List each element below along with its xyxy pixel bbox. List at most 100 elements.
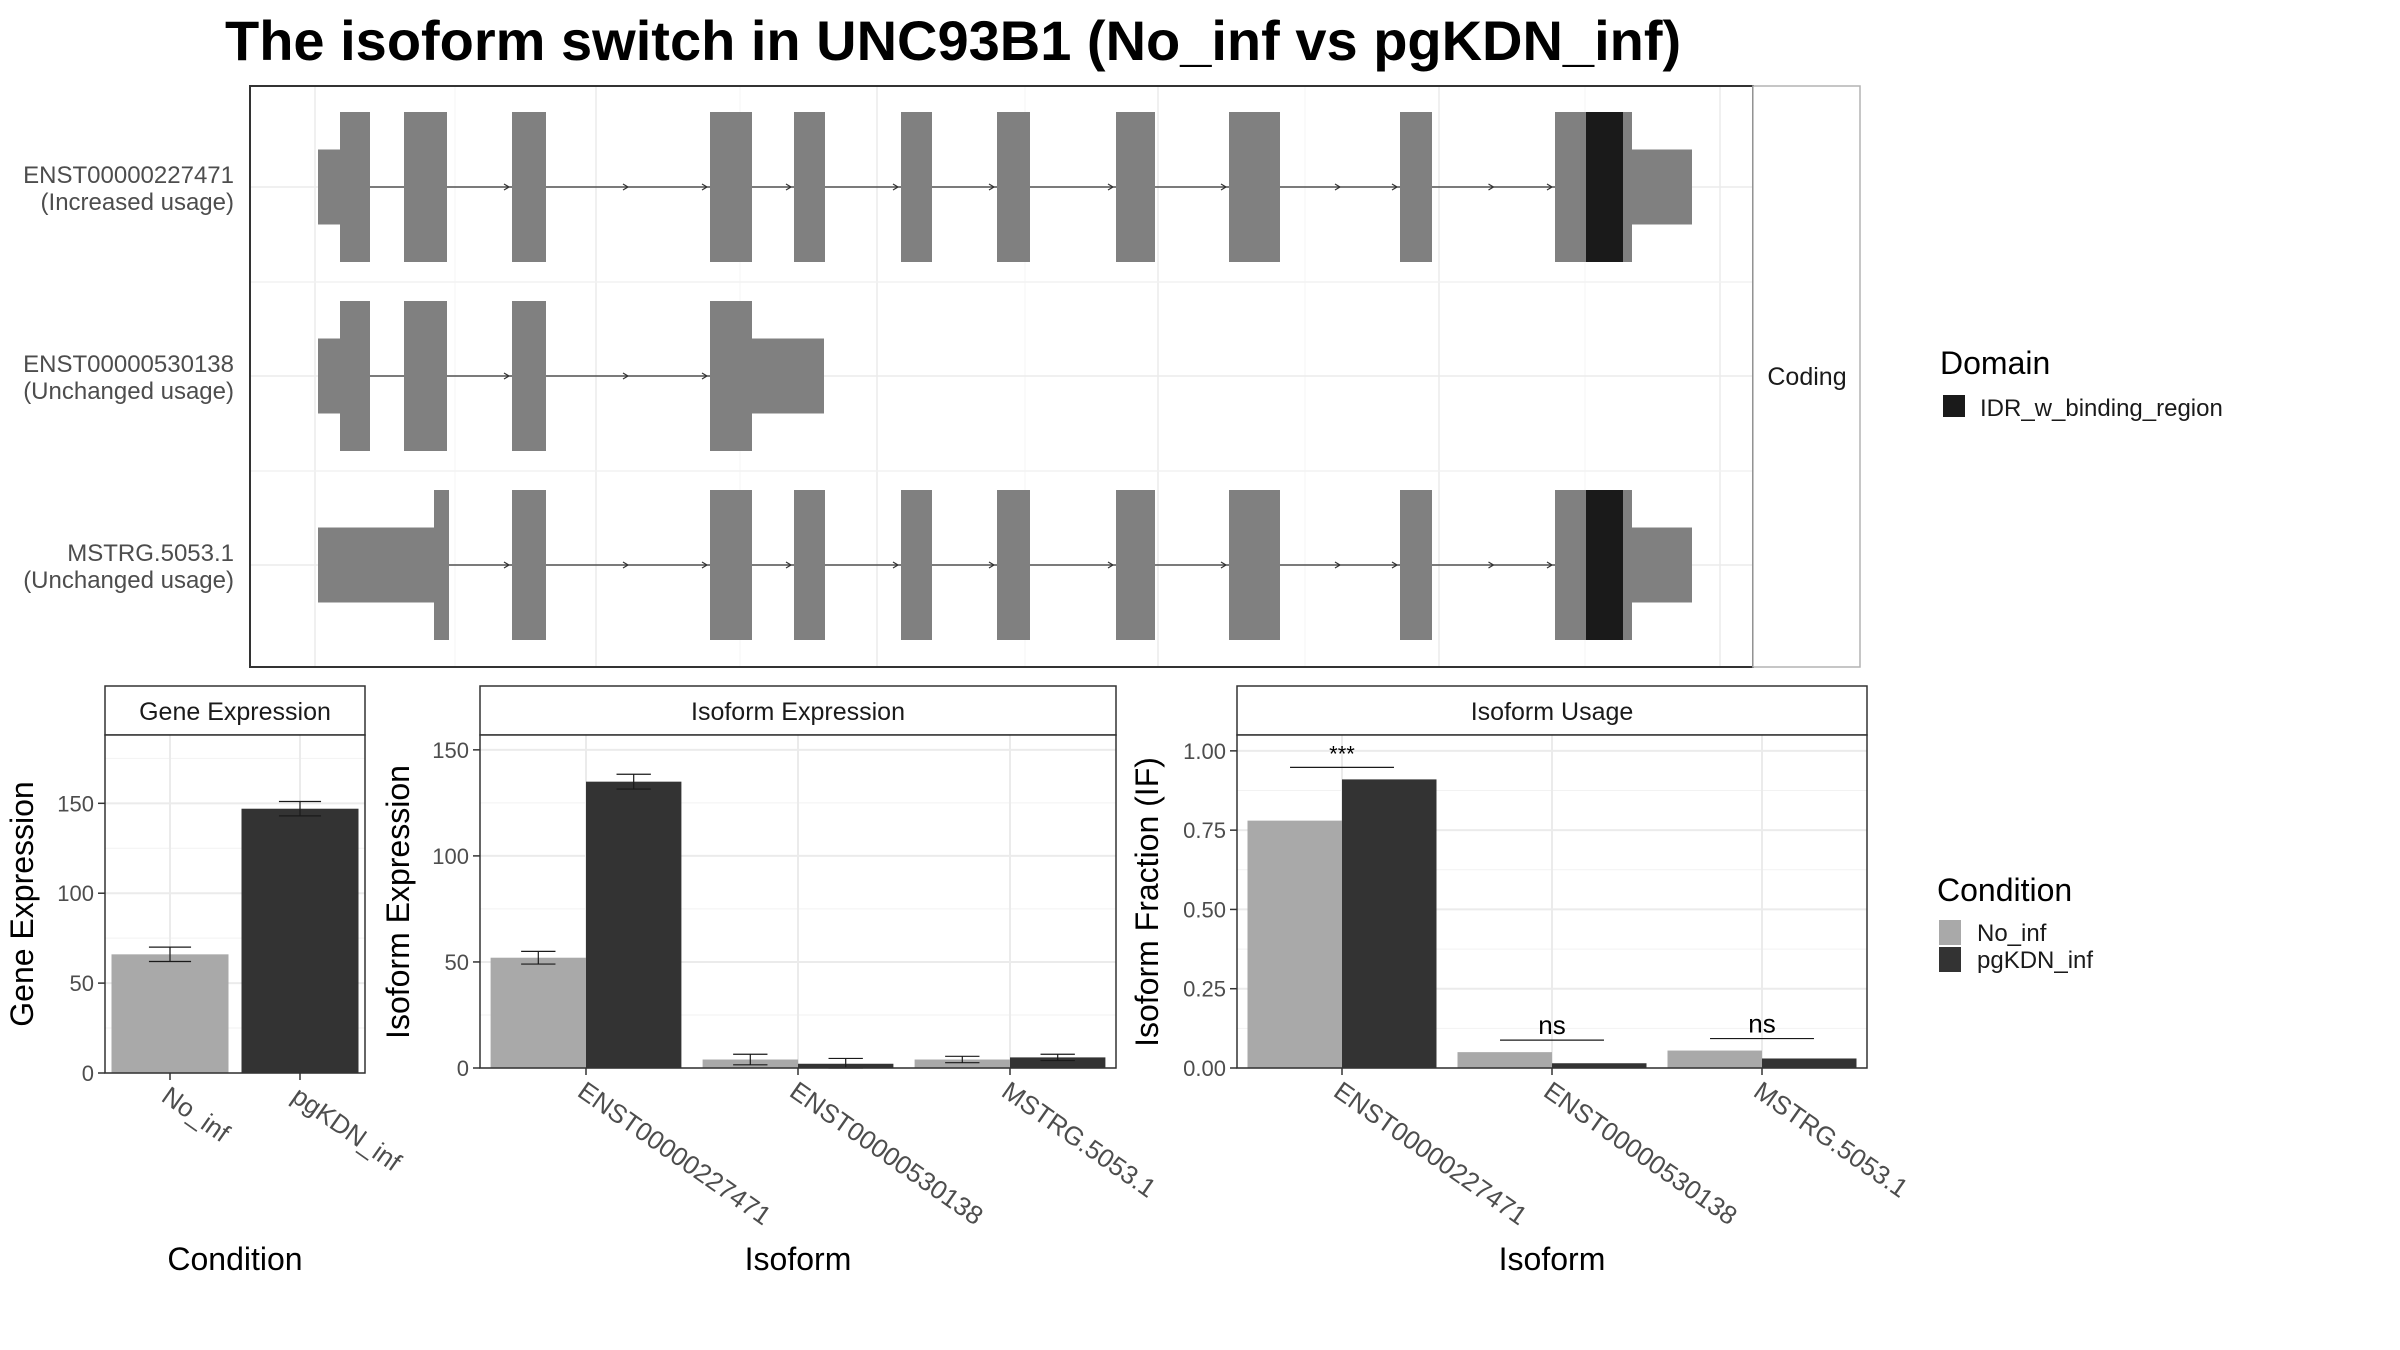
isoform-expression-strip xyxy=(479,685,1117,736)
isoform-usage-significance-label-enst00000530138: ns xyxy=(1538,1010,1565,1040)
intron-arrow xyxy=(1107,183,1115,191)
isoform-usage-bar-enst00000227471-pgkdn-inf xyxy=(1342,779,1437,1068)
isoform-usage-bar-enst00000530138-no-inf xyxy=(1457,1052,1552,1068)
gene-expression-y-tick-label: 100 xyxy=(57,881,94,906)
gene-expression-x-tick-label-pgkdn-inf: pgKDN_inf xyxy=(287,1080,408,1177)
isoform-expression-bar-mstrg-5053-1-pgkdn-inf xyxy=(1010,1057,1106,1068)
condition-legend-label-no-inf: No_inf xyxy=(1977,920,2047,947)
isoform-usage-bar-enst00000227471-no-inf xyxy=(1247,820,1342,1068)
isoform-usage-significance-label-enst00000227471: *** xyxy=(1329,741,1355,766)
idr-binding-region-domain xyxy=(1586,112,1623,262)
transcript-label-1-id: ENST00000227471 xyxy=(23,162,234,189)
gene-expression-bar-pgkdn-inf xyxy=(241,808,359,1073)
isoform-expression-error-bar-enst00000530138-no-inf xyxy=(733,1053,768,1066)
isoform-usage-bar-enst00000530138-pgkdn-inf xyxy=(1552,1063,1647,1068)
domain-legend-swatch xyxy=(1943,395,1965,417)
gene-expression-y-axis-title: Gene Expression xyxy=(4,781,40,1026)
coding-exon xyxy=(1229,490,1280,640)
isoform-expression-y-tick-label: 0 xyxy=(457,1056,469,1081)
coding-exon xyxy=(1555,112,1586,262)
utr-exon xyxy=(1632,149,1692,225)
isoform-usage-bar-mstrg-5053-1-pgkdn-inf xyxy=(1762,1058,1857,1068)
isoform-expression-bar-enst00000227471-pgkdn-inf xyxy=(586,781,682,1068)
coding-exon xyxy=(434,490,449,640)
intron-arrow xyxy=(1107,561,1115,569)
intron-arrow xyxy=(1334,183,1342,191)
coding-exon xyxy=(794,112,825,262)
condition-legend-label-pgkdn-inf: pgKDN_inf xyxy=(1977,947,2093,974)
isoform-expression-bar-mstrg-5053-1-no-inf xyxy=(914,1059,1010,1068)
isoform-expression-x-tick-label-enst00000227471: ENST00000227471 xyxy=(573,1075,777,1231)
intron-arrow xyxy=(1546,183,1554,191)
transcript-label-3-usage: (Unchanged usage) xyxy=(23,567,234,594)
isoform-usage-x-tick-label-mstrg-5053-1: MSTRG.5053.1 xyxy=(1749,1075,1914,1203)
coding-exon xyxy=(512,112,546,262)
transcript-label-3-id: MSTRG.5053.1 xyxy=(67,540,234,567)
isoform-expression-x-axis-title: Isoform xyxy=(745,1241,852,1277)
isoform-expression-y-tick-label: 150 xyxy=(432,738,469,763)
isoform-usage-bar-mstrg-5053-1-no-inf xyxy=(1667,1050,1762,1068)
isoform-expression-bar-enst00000227471-no-inf xyxy=(490,957,586,1068)
intron-arrow xyxy=(988,183,996,191)
isoform-expression-x-tick-label-mstrg-5053-1: MSTRG.5053.1 xyxy=(997,1075,1162,1203)
coding-exon xyxy=(1229,112,1280,262)
condition-legend-swatch-pgkdn-inf xyxy=(1939,947,1961,972)
coding-exon xyxy=(997,490,1030,640)
transcript-label-2-usage: (Unchanged usage) xyxy=(23,378,234,405)
intron-arrow xyxy=(785,183,793,191)
isoform-usage-x-tick-label-enst00000530138: ENST00000530138 xyxy=(1539,1075,1743,1231)
isoform-usage-x-axis-title: Isoform xyxy=(1499,1241,1606,1277)
isoform-expression-strip-label: Isoform Expression xyxy=(691,698,905,726)
isoform-expression-error-bar-mstrg-5053-1-pgkdn-inf xyxy=(1040,1053,1075,1062)
isoform-expression-y-tick-label: 100 xyxy=(432,844,469,869)
intron-arrow xyxy=(988,561,996,569)
intron-arrow xyxy=(1334,561,1342,569)
transcript-model-3 xyxy=(318,490,1692,640)
intron-arrow xyxy=(1391,561,1399,569)
utr-exon xyxy=(1632,527,1692,603)
isoform-usage-strip xyxy=(1236,685,1868,736)
coding-exon xyxy=(901,490,932,640)
isoform-expression-error-bar-enst00000227471-no-inf xyxy=(521,950,556,965)
isoform-usage-y-tick-label: 0.75 xyxy=(1183,818,1226,843)
gene-expression-x-axis-title: Condition xyxy=(167,1241,302,1277)
utr-exon xyxy=(752,338,824,414)
isoform-usage-y-tick-label: 0.25 xyxy=(1183,977,1226,1002)
coding-exon xyxy=(710,112,752,262)
isoform-expression-bars xyxy=(490,773,1106,1069)
coding-exon xyxy=(1116,112,1155,262)
gene-expression-y-tick-label: 50 xyxy=(70,971,94,996)
isoform-usage-y-tick-label: 0.50 xyxy=(1183,897,1226,922)
transcript-structure-panel: Coding ENST00000227471 (Increased usage)… xyxy=(23,85,1861,668)
coding-exon xyxy=(1623,112,1632,262)
intron-arrow xyxy=(503,183,511,191)
intron-arrow xyxy=(701,183,709,191)
coding-exon xyxy=(404,301,447,451)
condition-legend-swatch-no-inf xyxy=(1939,920,1961,945)
coding-exon xyxy=(1116,490,1155,640)
utr-exon xyxy=(318,527,434,603)
coding-strip-label: Coding xyxy=(1767,363,1846,391)
intron-arrow xyxy=(622,372,630,380)
intron-arrow xyxy=(1220,561,1228,569)
intron-arrow xyxy=(892,183,900,191)
gene-expression-panel-border xyxy=(104,734,366,1074)
coding-exon xyxy=(901,112,932,262)
isoform-usage-bars xyxy=(1247,779,1857,1068)
intron-arrow xyxy=(622,561,630,569)
transcript-label-1-usage: (Increased usage) xyxy=(41,189,234,216)
gene-expression-x-tick-label-no-inf: No_inf xyxy=(157,1080,236,1148)
coding-exon xyxy=(1555,490,1586,640)
intron-arrow xyxy=(892,561,900,569)
isoform-usage-significance-label-mstrg-5053-1: ns xyxy=(1748,1009,1775,1039)
isoform-expression-x-tick-label-enst00000530138: ENST00000530138 xyxy=(785,1075,989,1231)
intron-arrow xyxy=(701,372,709,380)
isoform-usage-x-tick-label-enst00000227471: ENST00000227471 xyxy=(1329,1075,1533,1231)
gene-expression-strip xyxy=(104,685,366,736)
isoform-expression-chart: Isoform Expression 0 50 100 150 ENST00000227… xyxy=(380,685,1162,1277)
intron-arrow xyxy=(503,372,511,380)
gene-expression-chart: Gene Expression 0 50 100 150 No_inf pgKDN_inf… xyxy=(4,685,408,1277)
coding-exon xyxy=(1400,112,1432,262)
isoform-usage-panel-border xyxy=(1236,734,1868,1069)
